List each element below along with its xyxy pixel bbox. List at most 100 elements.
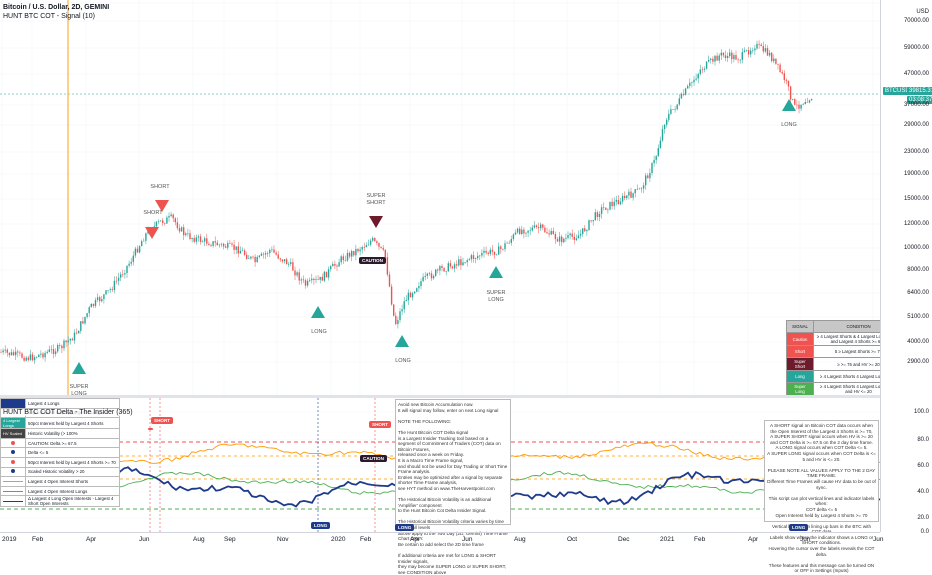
candle-body [269, 249, 271, 254]
candle-body [487, 252, 489, 254]
candle-body [634, 189, 636, 194]
candle-body [697, 73, 699, 79]
candle-body [258, 255, 260, 257]
candle-body [663, 124, 666, 130]
osc-long-label-1[interactable]: LONG [311, 522, 331, 529]
candle-body [500, 246, 502, 249]
candle-body [321, 276, 323, 281]
legend-label: CAUTION: Delta >= 67.5 [25, 437, 120, 449]
candle-body [605, 207, 607, 210]
candle-body [187, 233, 189, 234]
price-axis-label: 4000.00 [907, 339, 929, 345]
candle-body [468, 259, 470, 261]
candle-body [567, 235, 569, 238]
chart-legend: Bitcoin / U.S. Dollar, 2D, GEMINI HUNT B… [3, 3, 109, 21]
candle-body [105, 290, 107, 295]
candle-body [117, 277, 120, 281]
osc-axis-label: 80.0 [917, 437, 929, 443]
candle-body [474, 258, 477, 259]
candle-body [267, 253, 269, 254]
candle-body [418, 286, 420, 289]
candle-body [357, 248, 359, 252]
candle-body [720, 52, 722, 56]
candle-body [445, 271, 447, 272]
price-axis-label: 59000.00 [903, 45, 929, 51]
candle-body [283, 259, 286, 262]
candle-body [325, 271, 328, 278]
candle-body [323, 271, 326, 281]
candle-body [540, 224, 542, 229]
osc-caution-label[interactable]: CAUTION [360, 455, 387, 462]
candle-body [470, 255, 473, 260]
info-box-left: Avoid new Bitcoin Accumulation now. It wi… [395, 399, 511, 575]
time-axis-label: Jun [800, 536, 811, 543]
osc-short-label[interactable]: SHORT [151, 417, 174, 424]
candle-body [714, 55, 716, 62]
time-axis[interactable]: 2019 Feb Apr Jun Aug Sep Nov 2020 Feb Apr Jun Aug Oc… [0, 532, 883, 551]
osc-short-marker[interactable] [148, 428, 153, 430]
candle-body [109, 289, 111, 291]
info-line: see HYT method on www.TheHarvestpoint.co… [398, 485, 495, 491]
caution-label-top[interactable]: CAUTION [359, 257, 386, 264]
candle-body [369, 240, 372, 245]
candle-body [607, 209, 609, 211]
candle-body [134, 248, 137, 256]
candle-body [256, 256, 258, 263]
candle-body [82, 321, 84, 324]
price-axis-label: 37000.00 [903, 102, 929, 108]
candle-body [453, 264, 456, 269]
time-axis-label: Jun [139, 536, 150, 543]
pane-separator[interactable] [0, 395, 880, 398]
candle-body [710, 58, 712, 60]
candle-body [416, 288, 418, 292]
info-line: The Historical Bitcoin Volatility is an … [398, 497, 492, 508]
candle-body [254, 256, 256, 263]
candle-body [409, 292, 412, 298]
candle-body [531, 227, 533, 231]
candle-body [649, 173, 651, 179]
candle-body [571, 233, 573, 237]
candle-body [703, 68, 706, 70]
candle-body [12, 352, 15, 356]
time-axis-label: Apr [86, 536, 97, 543]
candle-body [23, 357, 25, 361]
candle-body [674, 109, 676, 110]
candle-body [764, 48, 767, 52]
price-chart[interactable] [0, 0, 880, 395]
indicator-title[interactable]: HUNT BTC COT Delta - The Insider (365) [3, 409, 133, 416]
osc-long-label-3[interactable]: LONG [789, 524, 809, 531]
indicator-name[interactable]: HUNT BTC COT - Signal (10) [3, 13, 95, 20]
candle-body [21, 353, 23, 358]
candle-body [128, 263, 130, 266]
candle-body [107, 290, 109, 291]
candle-body [768, 52, 771, 56]
candle-body [94, 299, 97, 306]
candle-body [731, 52, 733, 60]
candle-body [586, 230, 588, 232]
candle-body [317, 279, 319, 280]
candle-body [508, 242, 510, 244]
legend-swatch-label: 4 Largest Longs [0, 417, 26, 430]
info-line: Avoid new Bitcoin Accumulation now. [398, 402, 474, 407]
price-axis-label: 12000.00 [903, 221, 929, 227]
candle-body [29, 354, 32, 360]
price-axis[interactable]: USD BTCUSD 39815.31 03:08:37 70000.00 590… [880, 0, 932, 535]
candle-body [800, 104, 802, 109]
legend-swatch [0, 466, 26, 478]
candle-body [626, 195, 628, 199]
candle-body [603, 207, 605, 208]
osc-short-label-2[interactable]: SHORT [369, 421, 392, 428]
candle-body [752, 50, 754, 51]
osc-long-label-2[interactable]: LONG [395, 524, 415, 531]
legend-swatch [0, 447, 26, 458]
candle-body [584, 228, 586, 232]
candle-body [378, 242, 380, 247]
time-axis-label: Feb [694, 536, 706, 543]
candle-body [668, 113, 670, 120]
candle-body [88, 307, 90, 314]
symbol-title[interactable]: Bitcoin / U.S. Dollar, 2D, GEMINI [3, 4, 110, 11]
candle-body [661, 129, 664, 141]
candle-body [462, 262, 464, 266]
candle-body [246, 254, 248, 259]
candle-body [502, 248, 504, 250]
